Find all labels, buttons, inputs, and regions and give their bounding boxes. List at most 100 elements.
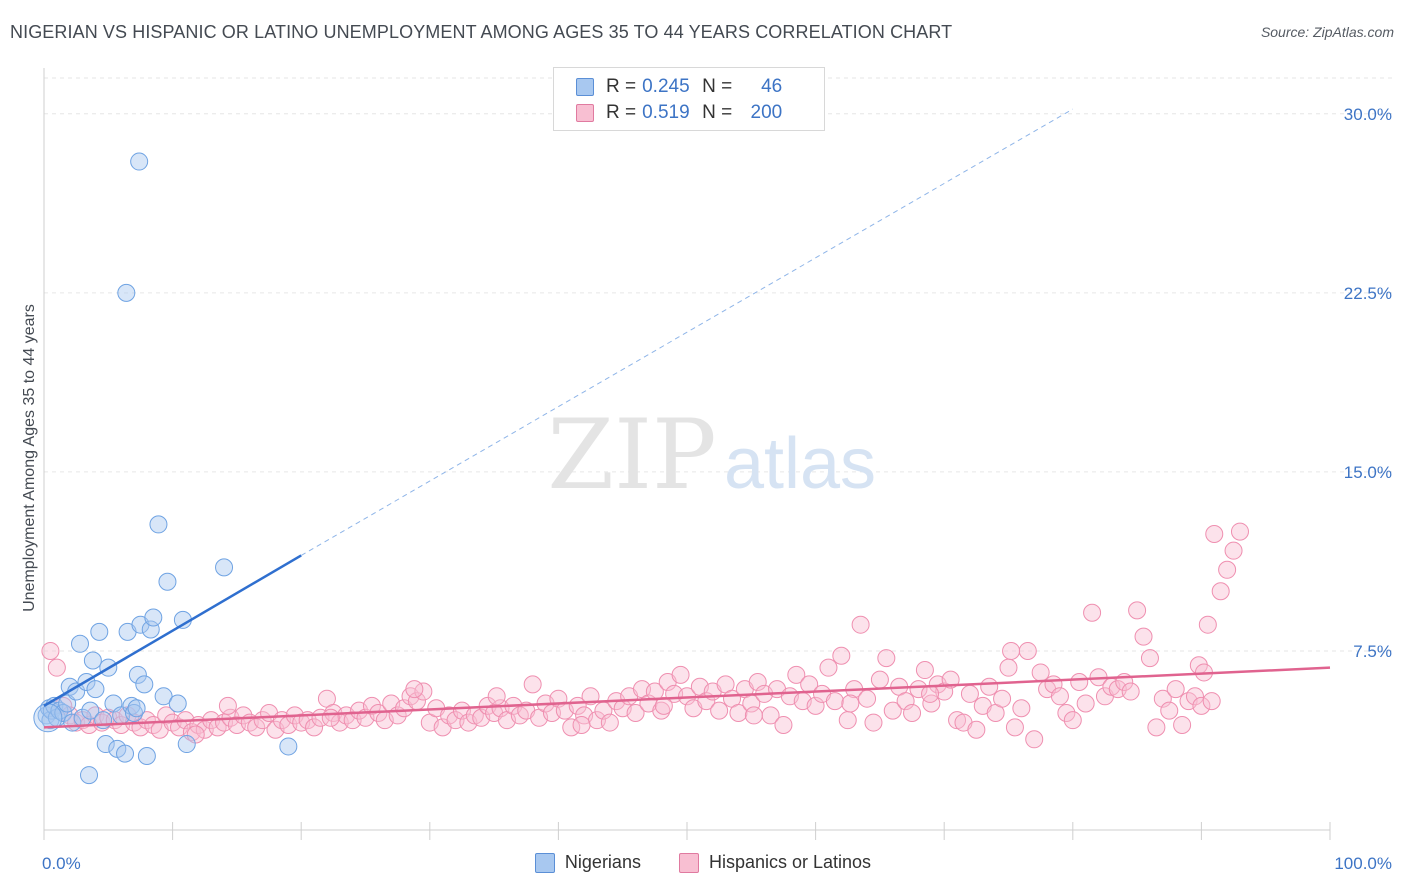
hispanic-point [1083, 603, 1102, 622]
hispanic-point [1140, 649, 1159, 668]
legend-row-hispanics: R = 0.519 N = 200 [576, 100, 782, 126]
hispanic-point [405, 680, 424, 699]
n-value: 200 [750, 102, 783, 123]
hispanic-point [1134, 627, 1153, 646]
hispanic-point [1211, 582, 1230, 601]
hispanic-point [1128, 601, 1147, 620]
x-tick-label: 0.0% [42, 854, 81, 873]
hispanic-point [851, 615, 870, 634]
hispanic-point [487, 687, 506, 706]
hispanic-point [1025, 730, 1044, 749]
hispanic-point [903, 704, 922, 723]
hispanic-point [744, 706, 763, 725]
hispanic-point [710, 701, 729, 720]
hispanic-point [1018, 641, 1037, 660]
nigerian-point [117, 283, 136, 302]
nigerian-point [279, 737, 298, 756]
stats-legend: R = 0.245 N = 46 R = 0.519 N = 200 [553, 67, 825, 131]
hispanic-point [748, 672, 767, 691]
nigerian-point [96, 735, 115, 754]
hispanic-point [157, 706, 176, 725]
hispanic-point [234, 706, 253, 725]
r-label: R = [606, 102, 637, 123]
hispanic-point [774, 715, 793, 734]
r-label: R = [606, 76, 637, 97]
nigerian-point [90, 622, 109, 641]
n-value: 46 [761, 76, 783, 97]
nigerian-point [130, 152, 149, 171]
hispanic-point [41, 641, 60, 660]
hispanic-point [1198, 615, 1217, 634]
hispanic-point [819, 658, 838, 677]
hispanic-point [626, 704, 645, 723]
legend-swatch-nigerians [534, 852, 555, 873]
hispanic-point [1192, 696, 1211, 715]
y-tick-label: 7.5% [1353, 642, 1392, 661]
hispanic-point [980, 677, 999, 696]
hispanic-point [186, 725, 205, 744]
hispanic-point [825, 692, 844, 711]
hispanic-point [1202, 692, 1221, 711]
axes [43, 68, 1331, 840]
hispanic-point [1166, 680, 1185, 699]
nigerian-point [80, 766, 99, 785]
hispanic-point [1057, 704, 1076, 723]
hispanic-point [1070, 672, 1089, 691]
y-tick-label: 30.0% [1344, 105, 1392, 124]
nigerian-point [168, 694, 187, 713]
nigerian-point [128, 665, 147, 684]
nigerian-point [177, 735, 196, 754]
hispanic-point [1153, 689, 1172, 708]
hispanic-point [1173, 715, 1192, 734]
nigerian-point [127, 699, 146, 718]
hispanic-point [247, 718, 266, 737]
hispanic-point [1012, 699, 1031, 718]
legend-item-hispanics: Hispanics or Latinos [678, 852, 872, 873]
hispanic-point [1224, 541, 1243, 560]
y-axis-label: Unemployment Among Ages 35 to 44 years [21, 304, 38, 612]
n-label: N = [702, 76, 733, 97]
nigerian-point [81, 701, 100, 720]
nigerian-trend-line [43, 554, 302, 707]
nigerian-trend-extension [300, 108, 1074, 556]
nigerian-point [125, 704, 144, 723]
hispanic-point [729, 704, 748, 723]
nigerian-point [154, 687, 173, 706]
hispanic-point [572, 715, 591, 734]
nigerian-point [86, 680, 105, 699]
chart-title: NIGERIAN VS HISPANIC OR LATINO UNEMPLOYM… [10, 22, 953, 42]
hispanic-point [967, 720, 986, 739]
source-label: Source: ZipAtlas.com [1260, 24, 1394, 40]
nigerian-point [215, 558, 234, 577]
hispanic-point [960, 684, 979, 703]
series-legend: Nigerians Hispanics or Latinos [0, 852, 1406, 873]
watermark: ZIP atlas [547, 399, 876, 511]
x-tick-label: 100.0% [1334, 854, 1392, 873]
nigerian-point [83, 651, 102, 670]
legend-row-nigerians: R = 0.245 N = 46 [576, 74, 782, 100]
hispanic-point [870, 670, 889, 689]
hispanic-point [935, 682, 954, 701]
hispanic-point [1230, 522, 1249, 541]
hispanic-point [858, 689, 877, 708]
hispanic-point [883, 701, 902, 720]
hispanic-point [993, 689, 1012, 708]
hispanic-point [806, 696, 825, 715]
legend-swatch-hispanics [678, 852, 699, 873]
hispanic-points [41, 522, 1249, 749]
nigerian-point [94, 711, 113, 730]
nigerian-point [158, 572, 177, 591]
legend-label-hispanics: Hispanics or Latinos [708, 852, 872, 872]
hispanic-point [896, 692, 915, 711]
y-tick-label: 15.0% [1344, 463, 1392, 482]
hispanic-point [1005, 718, 1024, 737]
hispanic-point [1063, 711, 1082, 730]
nigerian-point [144, 608, 163, 627]
nigerian-point [135, 675, 154, 694]
nigerian-point [149, 515, 168, 534]
watermark-zip: ZIP [547, 399, 716, 511]
hispanic-point [218, 696, 237, 715]
hispanic-point [1160, 701, 1179, 720]
hispanic-point [1031, 663, 1050, 682]
